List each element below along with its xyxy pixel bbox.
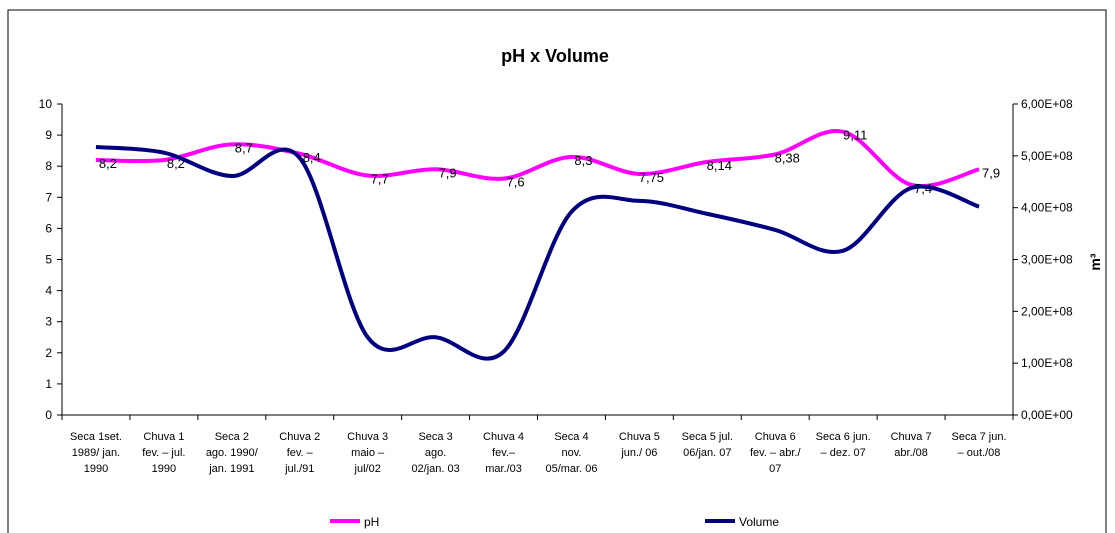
data-label: 8,3	[574, 153, 592, 168]
y-tick-label: 4	[45, 284, 52, 298]
x-tick-label: Chuva 2 fev. – jul./91	[279, 431, 320, 475]
y2-tick-label: 6,00E+08	[1021, 97, 1073, 111]
y2-tick-label: 0,00E+00	[1021, 408, 1073, 422]
data-label: 8,4	[303, 150, 321, 165]
x-tick-label: Chuva 6 fev. – abr./07	[750, 431, 801, 475]
line-series	[95, 128, 980, 189]
data-label: 9,11	[843, 128, 867, 143]
data-label: 8,7	[235, 140, 253, 155]
line-series	[95, 145, 980, 361]
data-label: 8,14	[707, 158, 732, 173]
y-tick-label: 7	[45, 190, 52, 204]
x-tick-label: Seca 6 jun. – dez. 07	[816, 431, 871, 459]
x-tick-label: Seca 2 ago. 1990/jan. 1991	[206, 431, 259, 475]
x-tick-label: Chuva 1 fev. – jul. 1990	[142, 431, 185, 475]
x-tick-label: Seca 4 nov. 05/mar. 06	[545, 431, 597, 475]
x-tick-label: Chuva 7 abr./08	[891, 431, 932, 459]
y-tick-label: 1	[45, 377, 52, 391]
y2-tick-label: 4,00E+08	[1021, 201, 1073, 215]
x-tick-label: Chuva 5 jun./ 06	[619, 431, 660, 459]
y2-tick-label: 3,00E+08	[1021, 253, 1073, 267]
x-tick-label: Seca 1set. 1989/ jan. 1990	[70, 431, 122, 475]
chart-title: pH x Volume	[501, 46, 609, 66]
data-label: 7,75	[639, 170, 664, 185]
x-tick-label: Seca 7 jun. – out./08	[952, 431, 1007, 459]
y-tick-label: 5	[45, 253, 52, 267]
x-tick-label: Seca 3 ago. 02/jan. 03	[411, 431, 459, 475]
legend-label: Volume	[739, 515, 779, 529]
x-tick-label: Chuva 4 fev.– mar./03	[483, 431, 524, 475]
y-tick-label: 0	[45, 408, 52, 422]
x-tick-label: Chuva 3 maio – jul/02	[347, 431, 388, 475]
y-tick-label: 3	[45, 315, 52, 329]
legend-label: pH	[364, 515, 379, 529]
x-tick-label: Seca 5 jul. 06/jan. 07	[682, 431, 733, 459]
data-label: 8,38	[775, 150, 800, 165]
data-label: 7,6	[506, 175, 524, 190]
y2-tick-label: 1,00E+08	[1021, 356, 1073, 370]
y2-tick-label: 2,00E+08	[1021, 304, 1073, 318]
y2-tick-label: 5,00E+08	[1021, 149, 1073, 163]
y-tick-label: 8	[45, 159, 52, 173]
y-tick-label: 2	[45, 346, 52, 360]
y-tick-label: 9	[45, 128, 52, 142]
data-label: 7,9	[982, 165, 1000, 180]
chart-border	[7, 9, 1107, 533]
data-label: 7,7	[371, 172, 389, 187]
y-tick-label: 10	[39, 97, 53, 111]
data-label: 7,9	[439, 165, 457, 180]
y2-axis-title: m³	[1087, 253, 1103, 270]
y-tick-label: 6	[45, 221, 52, 235]
data-label: 8,2	[99, 156, 117, 171]
